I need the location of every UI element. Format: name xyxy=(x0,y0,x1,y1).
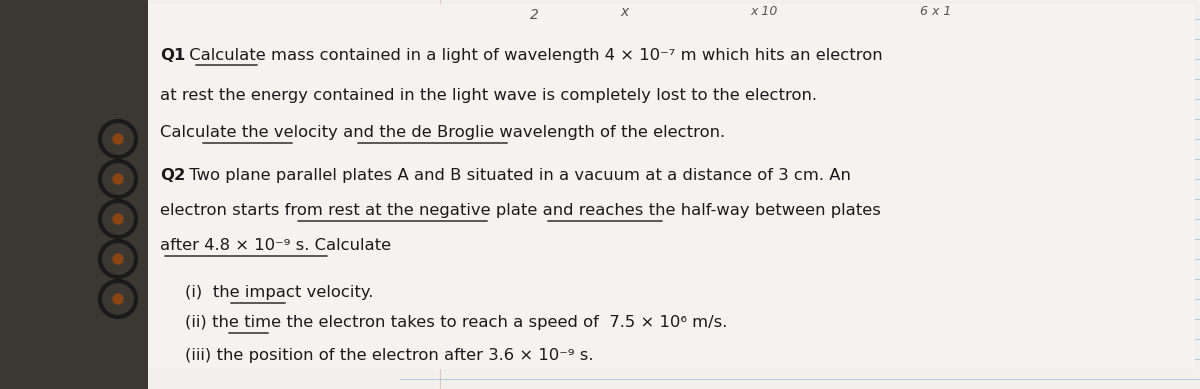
Text: (i)  the impact velocity.: (i) the impact velocity. xyxy=(185,285,373,300)
Text: Q1: Q1 xyxy=(160,48,185,63)
Circle shape xyxy=(113,254,124,264)
Polygon shape xyxy=(145,0,1200,389)
Text: x 10: x 10 xyxy=(750,5,778,18)
Polygon shape xyxy=(0,0,148,389)
Text: (iii) the position of the electron after 3.6 × 10⁻⁹ s.: (iii) the position of the electron after… xyxy=(185,348,594,363)
Text: Q2: Q2 xyxy=(160,168,185,183)
Text: x: x xyxy=(620,5,629,19)
Text: (ii) the time the electron takes to reach a speed of  7.5 × 10⁶ m/s.: (ii) the time the electron takes to reac… xyxy=(185,315,727,330)
Polygon shape xyxy=(100,0,148,389)
Circle shape xyxy=(113,294,124,304)
Text: Calculate the velocity and the de Broglie wavelength of the electron.: Calculate the velocity and the de Brogli… xyxy=(160,125,725,140)
Text: Two plane parallel plates A and B situated in a vacuum at a distance of 3 cm. An: Two plane parallel plates A and B situat… xyxy=(184,168,851,183)
Text: at rest the energy contained in the light wave is completely lost to the electro: at rest the energy contained in the ligh… xyxy=(160,88,817,103)
Circle shape xyxy=(113,134,124,144)
Text: Calculate mass contained in a light of wavelength 4 × 10⁻⁷ m which hits an elect: Calculate mass contained in a light of w… xyxy=(184,48,883,63)
Text: after 4.8 × 10⁻⁹ s. Calculate: after 4.8 × 10⁻⁹ s. Calculate xyxy=(160,238,391,253)
Text: 6 x 1: 6 x 1 xyxy=(920,5,952,18)
Polygon shape xyxy=(400,0,1200,389)
Text: electron starts from rest at the negative plate and reaches the half-way between: electron starts from rest at the negativ… xyxy=(160,203,881,218)
Circle shape xyxy=(113,174,124,184)
Polygon shape xyxy=(148,4,1195,369)
Circle shape xyxy=(113,214,124,224)
Text: 2: 2 xyxy=(530,8,539,22)
